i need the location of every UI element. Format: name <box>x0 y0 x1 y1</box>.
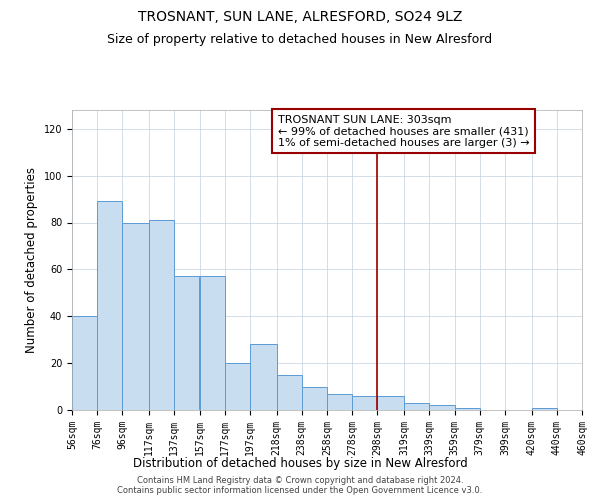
Bar <box>429 406 455 410</box>
Text: Contains HM Land Registry data © Crown copyright and database right 2024.
Contai: Contains HM Land Registry data © Crown c… <box>118 476 482 495</box>
Text: Size of property relative to detached houses in New Alresford: Size of property relative to detached ho… <box>107 32 493 46</box>
Bar <box>97 202 122 410</box>
Bar <box>327 394 352 410</box>
Bar <box>250 344 277 410</box>
Bar <box>455 408 480 410</box>
Bar <box>404 403 429 410</box>
Bar <box>582 408 600 410</box>
Y-axis label: Number of detached properties: Number of detached properties <box>25 167 38 353</box>
Bar <box>377 396 404 410</box>
Bar <box>174 276 199 410</box>
Bar <box>149 220 174 410</box>
Bar <box>72 316 97 410</box>
Text: Distribution of detached houses by size in New Alresford: Distribution of detached houses by size … <box>133 458 467 470</box>
Bar <box>277 375 302 410</box>
Text: TROSNANT SUN LANE: 303sqm
← 99% of detached houses are smaller (431)
1% of semi-: TROSNANT SUN LANE: 303sqm ← 99% of detac… <box>278 114 529 148</box>
Bar <box>225 363 250 410</box>
Bar <box>122 222 149 410</box>
Bar <box>532 408 557 410</box>
Bar <box>352 396 377 410</box>
Bar <box>199 276 225 410</box>
Text: TROSNANT, SUN LANE, ALRESFORD, SO24 9LZ: TROSNANT, SUN LANE, ALRESFORD, SO24 9LZ <box>138 10 462 24</box>
Bar <box>302 386 327 410</box>
